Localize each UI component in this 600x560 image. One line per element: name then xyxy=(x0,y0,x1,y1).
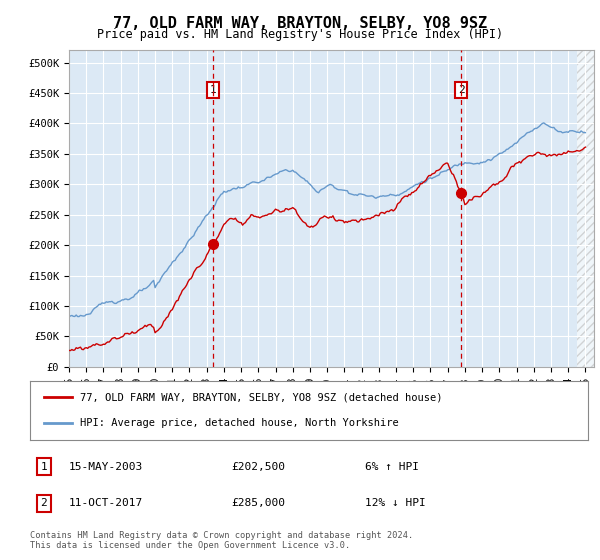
Text: HPI: Average price, detached house, North Yorkshire: HPI: Average price, detached house, Nort… xyxy=(80,418,399,428)
Text: 12% ↓ HPI: 12% ↓ HPI xyxy=(365,498,425,508)
Text: 2: 2 xyxy=(41,498,47,508)
Text: Contains HM Land Registry data © Crown copyright and database right 2024.
This d: Contains HM Land Registry data © Crown c… xyxy=(30,531,413,550)
Text: 77, OLD FARM WAY, BRAYTON, SELBY, YO8 9SZ (detached house): 77, OLD FARM WAY, BRAYTON, SELBY, YO8 9S… xyxy=(80,392,443,402)
Text: 2: 2 xyxy=(458,85,464,95)
Text: Price paid vs. HM Land Registry's House Price Index (HPI): Price paid vs. HM Land Registry's House … xyxy=(97,28,503,41)
Text: 1: 1 xyxy=(209,85,217,95)
Text: 6% ↑ HPI: 6% ↑ HPI xyxy=(365,462,419,472)
Text: 15-MAY-2003: 15-MAY-2003 xyxy=(69,462,143,472)
Text: 77, OLD FARM WAY, BRAYTON, SELBY, YO8 9SZ: 77, OLD FARM WAY, BRAYTON, SELBY, YO8 9S… xyxy=(113,16,487,31)
Text: 11-OCT-2017: 11-OCT-2017 xyxy=(69,498,143,508)
Text: £285,000: £285,000 xyxy=(231,498,285,508)
Text: 1: 1 xyxy=(41,462,47,472)
Text: £202,500: £202,500 xyxy=(231,462,285,472)
